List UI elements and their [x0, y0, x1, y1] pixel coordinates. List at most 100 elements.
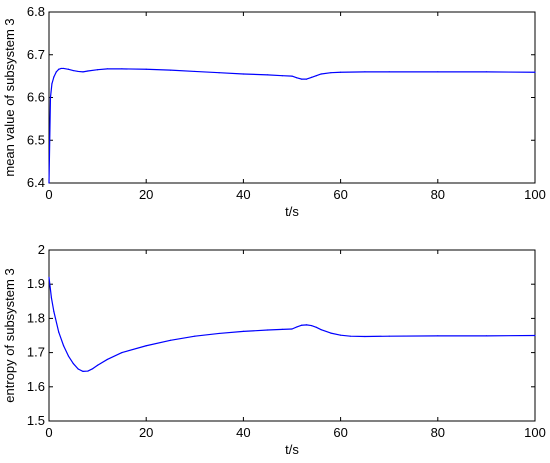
x-tick-label: 100 — [524, 425, 546, 440]
data-point — [169, 69, 172, 71]
data-point — [296, 77, 298, 79]
x-tick-label: 40 — [236, 425, 250, 440]
data-point — [388, 71, 390, 73]
data-point — [53, 76, 55, 78]
data-point — [437, 335, 439, 337]
data-point — [48, 182, 50, 184]
data-point — [58, 68, 60, 70]
y-tick-label: 6.8 — [27, 4, 45, 19]
data-point — [364, 335, 366, 338]
data-point — [67, 355, 70, 357]
data-point — [77, 70, 79, 73]
data-point — [291, 75, 293, 77]
y-tick-label: 6.4 — [27, 175, 45, 190]
data-point — [121, 352, 123, 354]
data-point — [281, 75, 283, 77]
y-axis-label: entropy of subsystem 3 — [2, 268, 17, 402]
y-tick-label: 2 — [38, 242, 45, 257]
data-point — [291, 328, 293, 330]
data-point — [218, 332, 220, 335]
data-point — [267, 74, 269, 76]
data-point — [62, 345, 65, 347]
data-point — [49, 96, 52, 99]
data-point — [485, 71, 487, 73]
data-point — [301, 78, 303, 80]
data-point — [55, 71, 57, 73]
data-point — [320, 329, 322, 331]
x-tick-label: 20 — [139, 187, 153, 202]
data-point — [267, 329, 269, 331]
data-point — [72, 69, 74, 72]
data-point — [534, 71, 536, 73]
data-point — [218, 72, 220, 74]
data-point — [330, 332, 332, 334]
x-tick-label: 80 — [431, 187, 445, 202]
data-point — [315, 326, 317, 328]
data-point — [437, 71, 439, 73]
data-point — [364, 71, 366, 73]
data-point — [121, 68, 123, 70]
data-point — [534, 334, 536, 337]
data-point — [388, 335, 390, 337]
data-point — [145, 345, 147, 347]
data-point — [305, 324, 308, 326]
data-point — [106, 358, 108, 361]
x-tick-label: 100 — [524, 187, 546, 202]
data-point — [296, 326, 298, 328]
data-point — [340, 71, 342, 73]
data-point — [48, 276, 50, 278]
x-tick-label: 60 — [333, 425, 347, 440]
x-tick-label: 80 — [431, 425, 445, 440]
x-tick-label: 40 — [236, 187, 250, 202]
data-point — [330, 72, 332, 74]
data-point — [281, 328, 283, 330]
data-point — [242, 73, 244, 75]
data-point — [82, 370, 84, 373]
data-point — [194, 70, 196, 73]
data-point — [51, 83, 53, 85]
data-point — [340, 334, 342, 336]
data-point — [50, 297, 53, 299]
data-point — [82, 71, 84, 73]
data-point — [349, 335, 351, 337]
y-tick-label: 6.7 — [27, 47, 45, 62]
data-point — [310, 76, 313, 79]
data-point — [92, 368, 94, 370]
data-point — [53, 310, 55, 313]
x-tick-label: 60 — [333, 187, 347, 202]
y-tick-label: 1.9 — [27, 276, 45, 291]
entropy-subplot: 0 20 40 60 80 100 1.5 1.6 1.7 1.8 1.9 2 t/s entropy o… — [2, 242, 546, 457]
mean-value-subplot: 0 20 40 60 80 100 6.4 6.5 6.6 6.7 6.8 t/s mean value… — [2, 4, 546, 219]
data-point — [62, 67, 65, 70]
x-axis-label: t/s — [285, 204, 299, 219]
data-point — [87, 370, 89, 372]
x-tick-label: 0 — [45, 425, 52, 440]
data-point — [242, 330, 244, 332]
y-tick-label: 1.5 — [27, 413, 45, 428]
x-tick-label: 20 — [139, 425, 153, 440]
data-point — [194, 335, 196, 337]
y-tick-label: 1.8 — [27, 310, 45, 325]
plot-frame — [48, 11, 536, 184]
y-axis-label: mean value of subsystem 3 — [2, 18, 17, 176]
series-line — [48, 277, 536, 373]
data-point — [315, 75, 317, 77]
data-point — [60, 67, 62, 70]
data-point — [72, 362, 74, 365]
y-tick-label: 6.6 — [27, 90, 45, 105]
data-point — [310, 324, 313, 327]
data-point — [301, 324, 303, 326]
data-point — [305, 78, 308, 80]
data-point — [58, 331, 60, 333]
data-point — [67, 68, 70, 70]
data-point — [169, 339, 172, 341]
data-point — [106, 68, 108, 70]
y-tick-label: 1.6 — [27, 379, 45, 394]
y-tick-label: 1.7 — [27, 345, 45, 360]
x-tick-label: 0 — [45, 187, 52, 202]
data-point — [485, 335, 487, 337]
x-axis-label: t/s — [285, 442, 299, 457]
data-point — [77, 368, 79, 370]
data-point — [97, 69, 99, 71]
data-point — [97, 364, 99, 366]
